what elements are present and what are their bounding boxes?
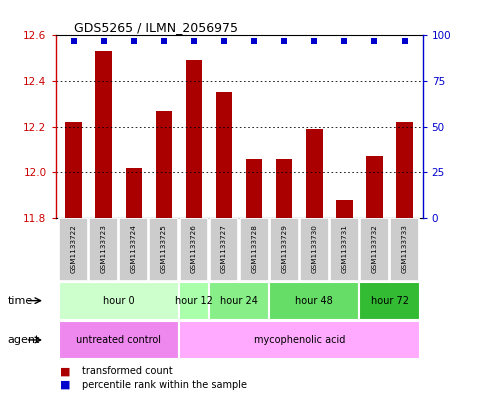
Text: GDS5265 / ILMN_2056975: GDS5265 / ILMN_2056975 <box>74 21 238 34</box>
Bar <box>246 159 262 218</box>
Bar <box>209 282 269 320</box>
Text: GSM1133722: GSM1133722 <box>71 224 77 273</box>
Text: GSM1133725: GSM1133725 <box>161 224 167 273</box>
Bar <box>216 92 232 218</box>
Bar <box>179 321 420 359</box>
Text: GSM1133733: GSM1133733 <box>401 224 408 273</box>
Bar <box>65 122 82 218</box>
Bar <box>336 200 353 218</box>
Text: agent: agent <box>7 335 40 345</box>
Bar <box>210 218 239 281</box>
Text: time: time <box>7 296 32 306</box>
Bar <box>126 168 142 218</box>
Bar <box>300 218 329 281</box>
Text: GSM1133727: GSM1133727 <box>221 224 227 273</box>
Text: ■: ■ <box>60 366 71 376</box>
Bar <box>366 156 383 218</box>
Bar <box>390 218 419 281</box>
Text: GSM1133729: GSM1133729 <box>281 224 287 273</box>
Text: percentile rank within the sample: percentile rank within the sample <box>82 380 247 390</box>
Bar <box>156 111 172 218</box>
Bar <box>58 282 179 320</box>
Bar <box>59 218 88 281</box>
Text: hour 12: hour 12 <box>175 296 213 306</box>
Text: GSM1133726: GSM1133726 <box>191 224 197 273</box>
Bar <box>96 51 112 218</box>
Text: GSM1133731: GSM1133731 <box>341 224 347 273</box>
Bar <box>179 282 209 320</box>
Text: untreated control: untreated control <box>76 335 161 345</box>
Bar <box>269 282 359 320</box>
Bar <box>180 218 208 281</box>
Text: hour 24: hour 24 <box>220 296 258 306</box>
Bar <box>359 282 420 320</box>
Text: GSM1133723: GSM1133723 <box>100 224 107 273</box>
Text: mycophenolic acid: mycophenolic acid <box>254 335 345 345</box>
Text: GSM1133728: GSM1133728 <box>251 224 257 273</box>
Bar <box>306 129 323 218</box>
Bar <box>58 321 179 359</box>
Bar <box>276 159 293 218</box>
Text: hour 0: hour 0 <box>103 296 135 306</box>
Bar <box>185 61 202 218</box>
Text: GSM1133724: GSM1133724 <box>131 224 137 273</box>
Text: hour 48: hour 48 <box>296 296 333 306</box>
Bar <box>119 218 148 281</box>
Text: GSM1133730: GSM1133730 <box>312 224 317 273</box>
Bar <box>360 218 389 281</box>
Text: transformed count: transformed count <box>82 366 173 376</box>
Text: GSM1133732: GSM1133732 <box>371 224 378 273</box>
Text: hour 72: hour 72 <box>370 296 409 306</box>
Bar <box>330 218 359 281</box>
Bar <box>89 218 118 281</box>
Bar <box>149 218 178 281</box>
Bar <box>270 218 298 281</box>
Bar <box>240 218 269 281</box>
Bar <box>396 122 413 218</box>
Text: ■: ■ <box>60 380 71 390</box>
